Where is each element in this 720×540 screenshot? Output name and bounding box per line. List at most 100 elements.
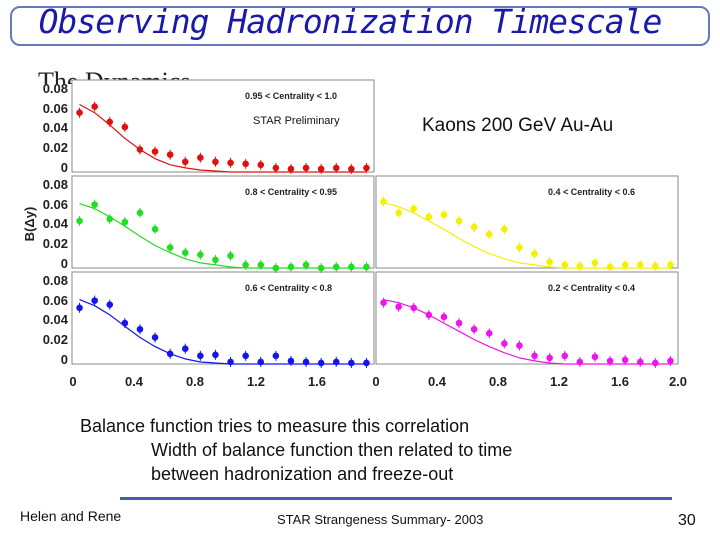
- data-point: [257, 261, 265, 269]
- x-tick-label: 0.8: [489, 374, 507, 389]
- data-point: [106, 301, 114, 309]
- data-point: [302, 358, 310, 366]
- data-point: [470, 325, 478, 333]
- data-point: [136, 146, 144, 153]
- panel-title-bottom-left: 0.6 < Centrality < 0.8: [245, 283, 332, 293]
- panel-frames: [71, 79, 679, 365]
- x-tick-label: 0.4: [428, 374, 447, 389]
- data-point: [197, 251, 204, 259]
- fit-curve: [79, 103, 367, 173]
- y-tick-label: 0.02: [43, 140, 68, 155]
- panel-title-bottom-right: 0.2 < Centrality < 0.4: [548, 283, 635, 293]
- data-point: [667, 357, 674, 365]
- data-point: [317, 359, 325, 367]
- data-point: [166, 350, 174, 358]
- data-point: [91, 201, 98, 208]
- data-point: [485, 330, 493, 337]
- slide-body: Balance function tries to measure this c…: [80, 414, 512, 486]
- data-point: [591, 353, 599, 361]
- y-tick-label: 0.08: [43, 273, 68, 288]
- x-tick-label: 1.6: [611, 374, 629, 389]
- data-point: [425, 213, 433, 221]
- data-point: [363, 263, 370, 271]
- y-tick-label: 0.08: [43, 81, 68, 96]
- data-point: [561, 352, 569, 360]
- footer-authors: Helen and Rene: [20, 508, 122, 524]
- data-point: [227, 159, 234, 167]
- x-tick-labels: 0 0.4 0.8 1.2 1.6 0 0.4 0.8 1.2 1.6 2.0: [69, 374, 687, 389]
- x-tick-label: 0.8: [186, 374, 204, 389]
- data-point: [166, 244, 174, 251]
- data-point: [121, 319, 129, 327]
- data-point: [212, 158, 219, 166]
- balance-function-figure: 0.08 0.06 0.04 0.02 0 0.08 0.06 0.04 0.0…: [22, 79, 687, 389]
- x-tick-label: 2.0: [669, 374, 687, 389]
- y-tick-label: 0.06: [43, 101, 68, 116]
- y-tick-label: 0: [61, 256, 68, 271]
- data-point: [317, 264, 325, 272]
- data-point: [332, 164, 340, 172]
- x-tick-label: 0: [372, 374, 379, 389]
- data-point: [410, 205, 418, 213]
- data-point: [652, 359, 659, 367]
- data-point: [455, 319, 463, 327]
- data-point: [440, 313, 448, 321]
- data-point: [197, 154, 204, 161]
- data-point: [363, 359, 370, 367]
- data-point: [91, 297, 98, 304]
- data-point: [332, 263, 340, 271]
- x-tick-label: 0.4: [125, 374, 144, 389]
- y-tick-label: 0.08: [43, 177, 68, 192]
- y-tick-label: 0.06: [43, 293, 68, 308]
- chart-marks: [76, 101, 674, 368]
- data-point: [576, 358, 584, 366]
- data-point: [106, 215, 114, 223]
- y-tick-labels: 0.08 0.06 0.04 0.02 0 0.08 0.06 0.04 0.0…: [43, 81, 69, 367]
- data-point: [348, 359, 355, 367]
- data-point: [652, 262, 659, 270]
- body-line-3: between hadronization and freeze-out: [151, 464, 454, 484]
- data-point: [227, 358, 234, 366]
- data-point: [76, 109, 83, 117]
- data-point: [395, 303, 402, 311]
- slide-title: Observing Hadronization Timescale: [38, 2, 663, 41]
- data-point: [501, 340, 508, 347]
- y-tick-label: 0: [61, 160, 68, 175]
- panel-titles: 0.95 < Centrality < 1.0 0.8 < Centrality…: [245, 91, 635, 293]
- y-axis-label: B(Δy): [22, 207, 37, 242]
- data-point: [151, 334, 159, 341]
- panel-title-top-left: 0.95 < Centrality < 1.0: [245, 91, 337, 101]
- data-point: [287, 263, 295, 271]
- data-point: [606, 357, 614, 365]
- data-point: [576, 262, 584, 270]
- data-point: [380, 198, 387, 205]
- data-point: [531, 352, 538, 360]
- data-point: [636, 358, 644, 366]
- data-point: [621, 261, 629, 269]
- data-point: [455, 217, 463, 225]
- data-point: [501, 225, 508, 233]
- data-point: [348, 165, 355, 173]
- fit-curve: [383, 202, 671, 269]
- y-tick-label: 0.02: [43, 332, 68, 347]
- data-point: [212, 351, 219, 359]
- data-point: [197, 352, 204, 360]
- data-point: [470, 223, 478, 231]
- data-point: [332, 358, 340, 366]
- data-point: [546, 258, 553, 266]
- data-point: [636, 261, 644, 269]
- panel-frame-mid-right: [375, 175, 679, 269]
- data-point: [425, 311, 433, 319]
- data-point: [516, 244, 523, 251]
- data-point: [395, 209, 402, 217]
- data-point: [516, 342, 523, 349]
- x-tick-label: 0: [69, 374, 76, 389]
- data-point: [667, 261, 674, 269]
- data-point: [272, 264, 280, 272]
- data-point: [317, 165, 325, 173]
- slide-number: 30: [678, 512, 696, 529]
- x-tick-label: 1.6: [308, 374, 326, 389]
- data-point: [242, 160, 249, 168]
- data-point: [136, 209, 144, 217]
- title-frame: [10, 6, 710, 46]
